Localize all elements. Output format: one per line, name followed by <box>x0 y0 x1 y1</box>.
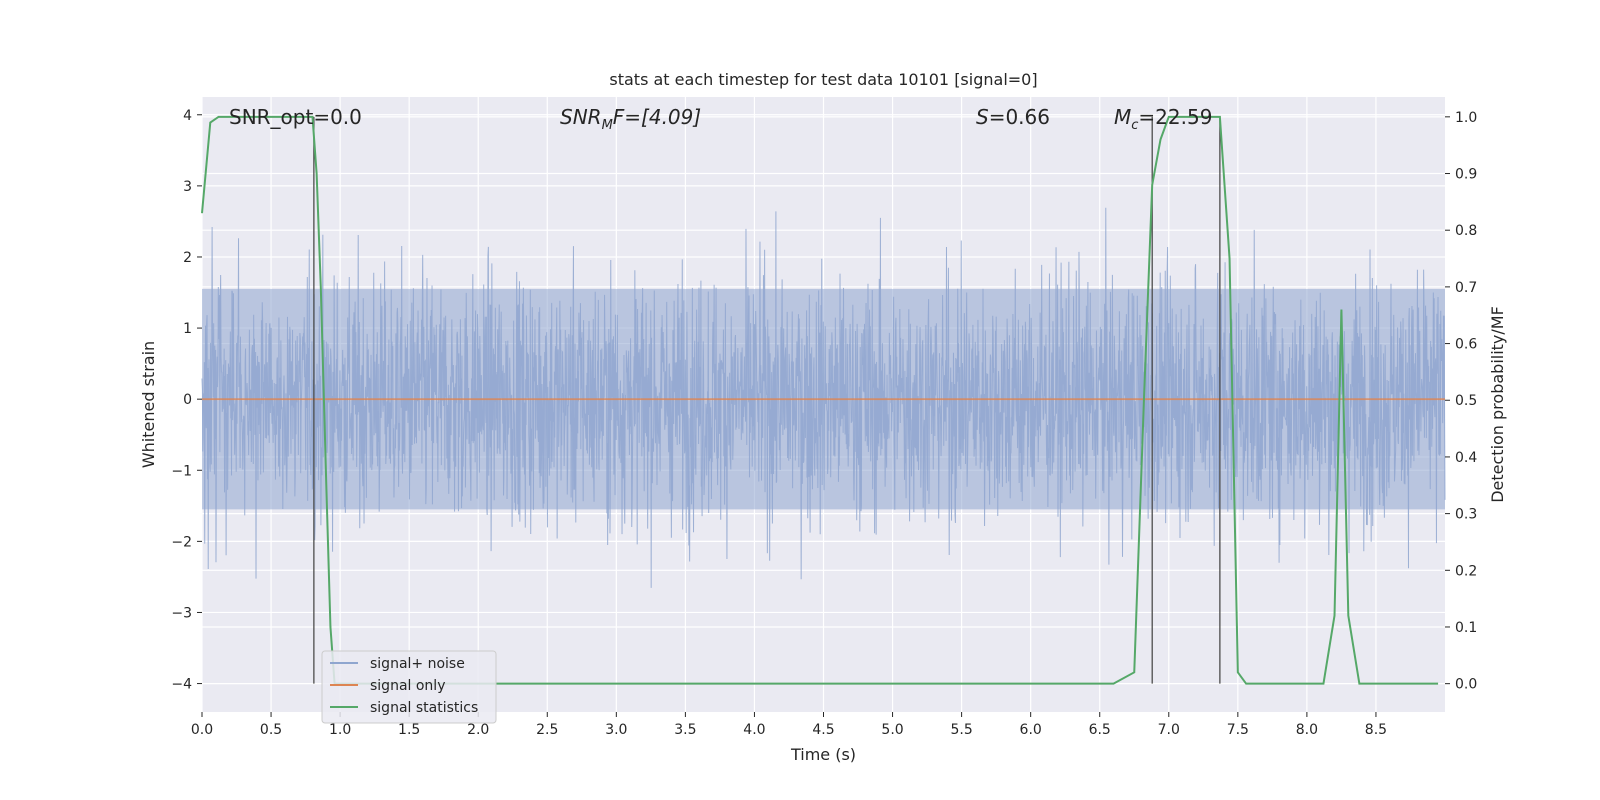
x-tick-label: 0.5 <box>260 722 282 738</box>
annotation-mc: Mc=22.59 <box>1114 105 1212 133</box>
y-right-tick-label: 0.5 <box>1455 393 1477 409</box>
y-right-tick-label: 0.0 <box>1455 677 1477 693</box>
x-tick-label: 8.5 <box>1365 722 1387 738</box>
annotation-mc-label: M <box>1114 105 1131 129</box>
y-right-tick-label: 0.4 <box>1455 450 1477 466</box>
x-tick-label: 1.0 <box>329 722 351 738</box>
legend-label-signal-statistics: signal statistics <box>370 700 478 716</box>
y-left-tick-label: 3 <box>183 179 192 195</box>
legend-label-signal-only: signal only <box>370 678 445 694</box>
x-tick-label: 8.0 <box>1296 722 1318 738</box>
x-tick-label: 7.5 <box>1227 722 1249 738</box>
y-axis-right-title: Detection probability/MF <box>1488 306 1507 503</box>
y-left-tick-label: −3 <box>171 605 192 621</box>
vertical-markers <box>201 115 1439 685</box>
y-right-tick-label: 1.0 <box>1455 110 1477 126</box>
x-tick-label: 1.5 <box>398 722 420 738</box>
x-tick-label: 5.0 <box>881 722 903 738</box>
y-left-tick-label: −4 <box>171 677 192 693</box>
annotation-s-value: =0.66 <box>989 105 1050 129</box>
x-tick-label: 3.0 <box>605 722 627 738</box>
y-right-tick-label: 0.2 <box>1455 563 1477 579</box>
y-left-tick-label: 0 <box>183 392 192 408</box>
series-signal-statistics-line <box>201 115 1439 685</box>
ticks: 0.0 0.5 1.0 1.5 2.0 2.5 3.0 3.5 4.0 4.5 5.0 5.5 6.0 6… <box>171 108 1477 738</box>
x-tick-label: 6.5 <box>1089 722 1111 738</box>
annotation-snr-mf-base: SNR <box>560 105 602 129</box>
x-tick-label: 4.5 <box>812 722 834 738</box>
y-right-tick-label: 0.8 <box>1455 223 1477 239</box>
y-right-tick-label: 0.1 <box>1455 620 1477 636</box>
legend-box <box>321 650 497 724</box>
annotation-mc-sub: c <box>1131 118 1138 133</box>
x-tick-label: 7.0 <box>1158 722 1180 738</box>
y-right-tick-label: 0.7 <box>1455 280 1477 296</box>
y-right-tick-label: 0.6 <box>1455 337 1477 353</box>
chart-title: stats at each timestep for test data 101… <box>609 70 1037 89</box>
annotation-s-label: S <box>976 105 989 129</box>
legend: signal+ noise signal only signal statist… <box>321 650 497 724</box>
y-left-tick-label: 4 <box>183 108 192 124</box>
x-tick-label: 2.5 <box>536 722 558 738</box>
x-tick-label: 2.0 <box>467 722 489 738</box>
x-tick-label: 4.0 <box>743 722 765 738</box>
x-tick-label: 3.5 <box>674 722 696 738</box>
legend-label-signal-noise: signal+ noise <box>370 656 465 672</box>
y-left-tick-label: 1 <box>183 321 192 337</box>
annotation-snr-opt: SNR_opt=0.0 <box>229 105 362 129</box>
y-axis-left-title: Whitened strain <box>139 341 158 468</box>
annotation-snr-mf: SNRMF=[4.09] <box>560 105 701 133</box>
x-axis-title: Time (s) <box>790 745 856 764</box>
annotation-snr-mf-value: F=[4.09] <box>613 105 701 129</box>
x-tick-label: 5.5 <box>950 722 972 738</box>
annotation-snr-mf-sub: M <box>602 118 613 133</box>
y-right-tick-label: 0.9 <box>1455 167 1477 183</box>
y-left-tick-label: −1 <box>171 463 192 479</box>
x-tick-label: 0.0 <box>191 722 213 738</box>
y-right-tick-label: 0.3 <box>1455 507 1477 523</box>
annotation-s: S=0.66 <box>976 105 1050 129</box>
y-left-tick-label: 2 <box>183 250 192 266</box>
y-left-tick-label: −2 <box>171 534 192 550</box>
annotation-mc-value: =22.59 <box>1138 105 1212 129</box>
x-tick-label: 6.0 <box>1020 722 1042 738</box>
